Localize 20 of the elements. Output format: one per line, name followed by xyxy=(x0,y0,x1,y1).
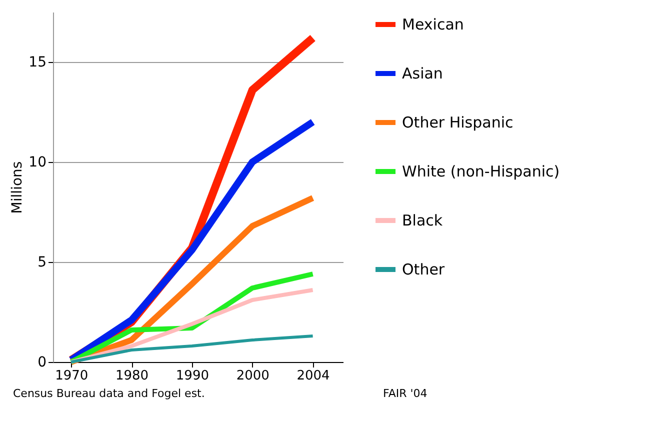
line-series xyxy=(70,334,314,364)
x-tick-label: 2004 xyxy=(296,368,330,384)
x-tick-label: 1970 xyxy=(55,368,88,384)
legend-label: Mexican xyxy=(402,16,464,34)
line-series xyxy=(69,288,315,364)
y-tick-label: 10 xyxy=(28,154,46,170)
x-tick-label: 2000 xyxy=(236,368,270,384)
text: FAIR '04 xyxy=(383,387,428,400)
legend-label: Black xyxy=(402,212,443,230)
legend-label: Other Hispanic xyxy=(402,114,514,132)
y-axis-title: Millions xyxy=(10,161,26,214)
y-tick-label: 5 xyxy=(38,254,46,270)
legend-label: White (non-Hispanic) xyxy=(402,162,560,180)
legend-label: Other xyxy=(402,260,446,278)
x-tick-label: 1990 xyxy=(176,368,210,384)
y-tick-label: 0 xyxy=(38,354,46,370)
legend-label: Asian xyxy=(402,64,443,82)
y-tick-label: 15 xyxy=(28,54,46,70)
x-tick-label: 1980 xyxy=(115,368,149,384)
text: Census Bureau data and Fogel est. xyxy=(13,387,205,400)
